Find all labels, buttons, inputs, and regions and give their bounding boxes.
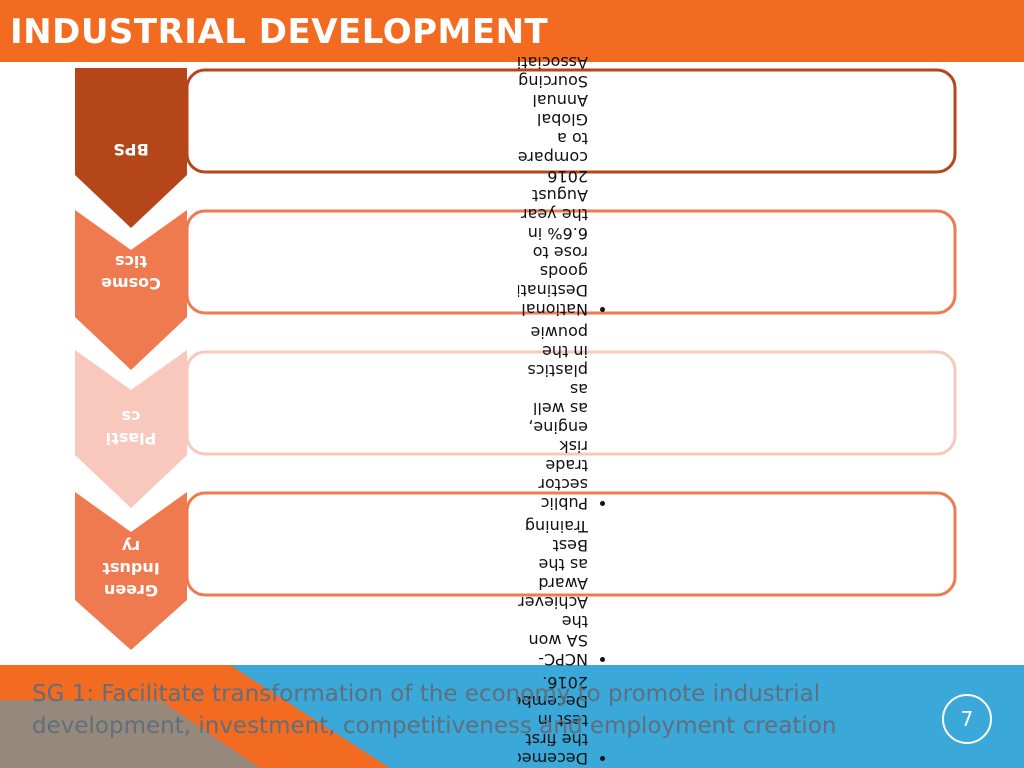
bullet-list: Decemed the first test in December 2016.… <box>518 53 606 768</box>
header-bar <box>0 0 1024 62</box>
bullet-column: Decemed the first test in December 2016.… <box>518 0 606 768</box>
chevron <box>75 68 187 228</box>
chevron <box>75 492 187 650</box>
bullet: Public sector trade risk engine, as well… <box>518 323 588 513</box>
footer-text: SG 1: Facilitate transformation of the e… <box>32 681 837 739</box>
sector-label: Green Industry <box>102 537 160 600</box>
sector-label: BPS <box>113 140 149 159</box>
title: INDUSTRIAL DEVELOPMENT <box>10 12 549 52</box>
page-circle <box>942 694 992 744</box>
footer-accent <box>0 700 260 768</box>
chevron <box>75 210 187 370</box>
sector-label: Cosmetics <box>101 252 161 293</box>
chevron <box>75 350 187 508</box>
bullet: NCPC-SA won the Achiever Award as the Be… <box>518 517 588 669</box>
bullet: National Destination goods rose to 6.6% … <box>518 53 588 319</box>
sector-label: Plastics <box>105 407 157 448</box>
page-number: 7 <box>960 707 974 731</box>
